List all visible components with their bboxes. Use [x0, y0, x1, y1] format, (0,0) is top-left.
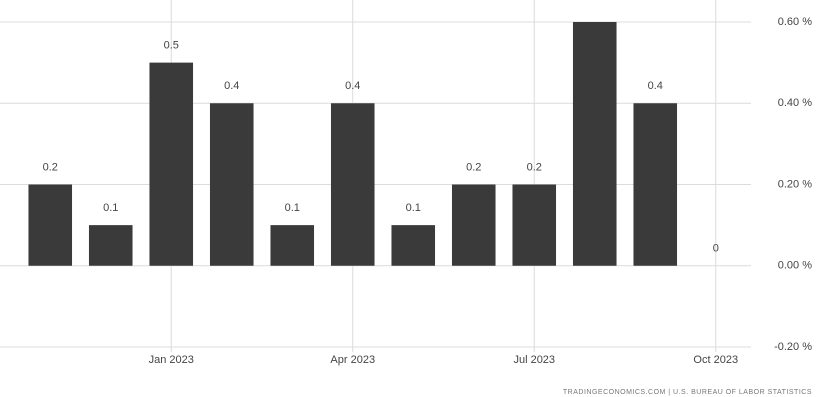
data-label: 0.1: [406, 202, 421, 214]
data-label: 0.2: [527, 161, 542, 173]
bar: [28, 184, 73, 266]
data-label: 0.2: [466, 161, 481, 173]
data-label: 0: [713, 243, 719, 255]
bar: [330, 103, 375, 266]
data-label: 0.1: [103, 202, 118, 214]
y-tick-label: -0.20 %: [774, 341, 812, 353]
data-label: 0.4: [345, 80, 360, 92]
data-label: 0.4: [224, 80, 239, 92]
x-tick-label: Oct 2023: [693, 354, 738, 366]
bar: [572, 22, 617, 266]
bar: [270, 225, 315, 266]
bar: [391, 225, 436, 266]
bar: [451, 184, 496, 266]
y-tick-label: 0.00 %: [778, 260, 812, 272]
data-label: 0.5: [164, 40, 179, 52]
bar: [512, 184, 557, 266]
x-tick-label: Apr 2023: [330, 354, 375, 366]
x-tick-label: Jul 2023: [513, 354, 555, 366]
data-label: 0.1: [285, 202, 300, 214]
y-tick-label: 0.60 %: [778, 16, 812, 28]
bar: [149, 62, 194, 266]
y-tick-label: 0.40 %: [778, 97, 812, 109]
bar: [88, 225, 133, 266]
y-tick-label: 0.20 %: [778, 178, 812, 190]
data-label: 0.2: [43, 161, 58, 173]
bar: [633, 103, 678, 266]
x-tick-label: Jan 2023: [149, 354, 194, 366]
source-note: TRADINGECONOMICS.COM | U.S. BUREAU OF LA…: [563, 389, 812, 396]
bar: [209, 103, 254, 266]
data-label: 0.4: [648, 80, 663, 92]
